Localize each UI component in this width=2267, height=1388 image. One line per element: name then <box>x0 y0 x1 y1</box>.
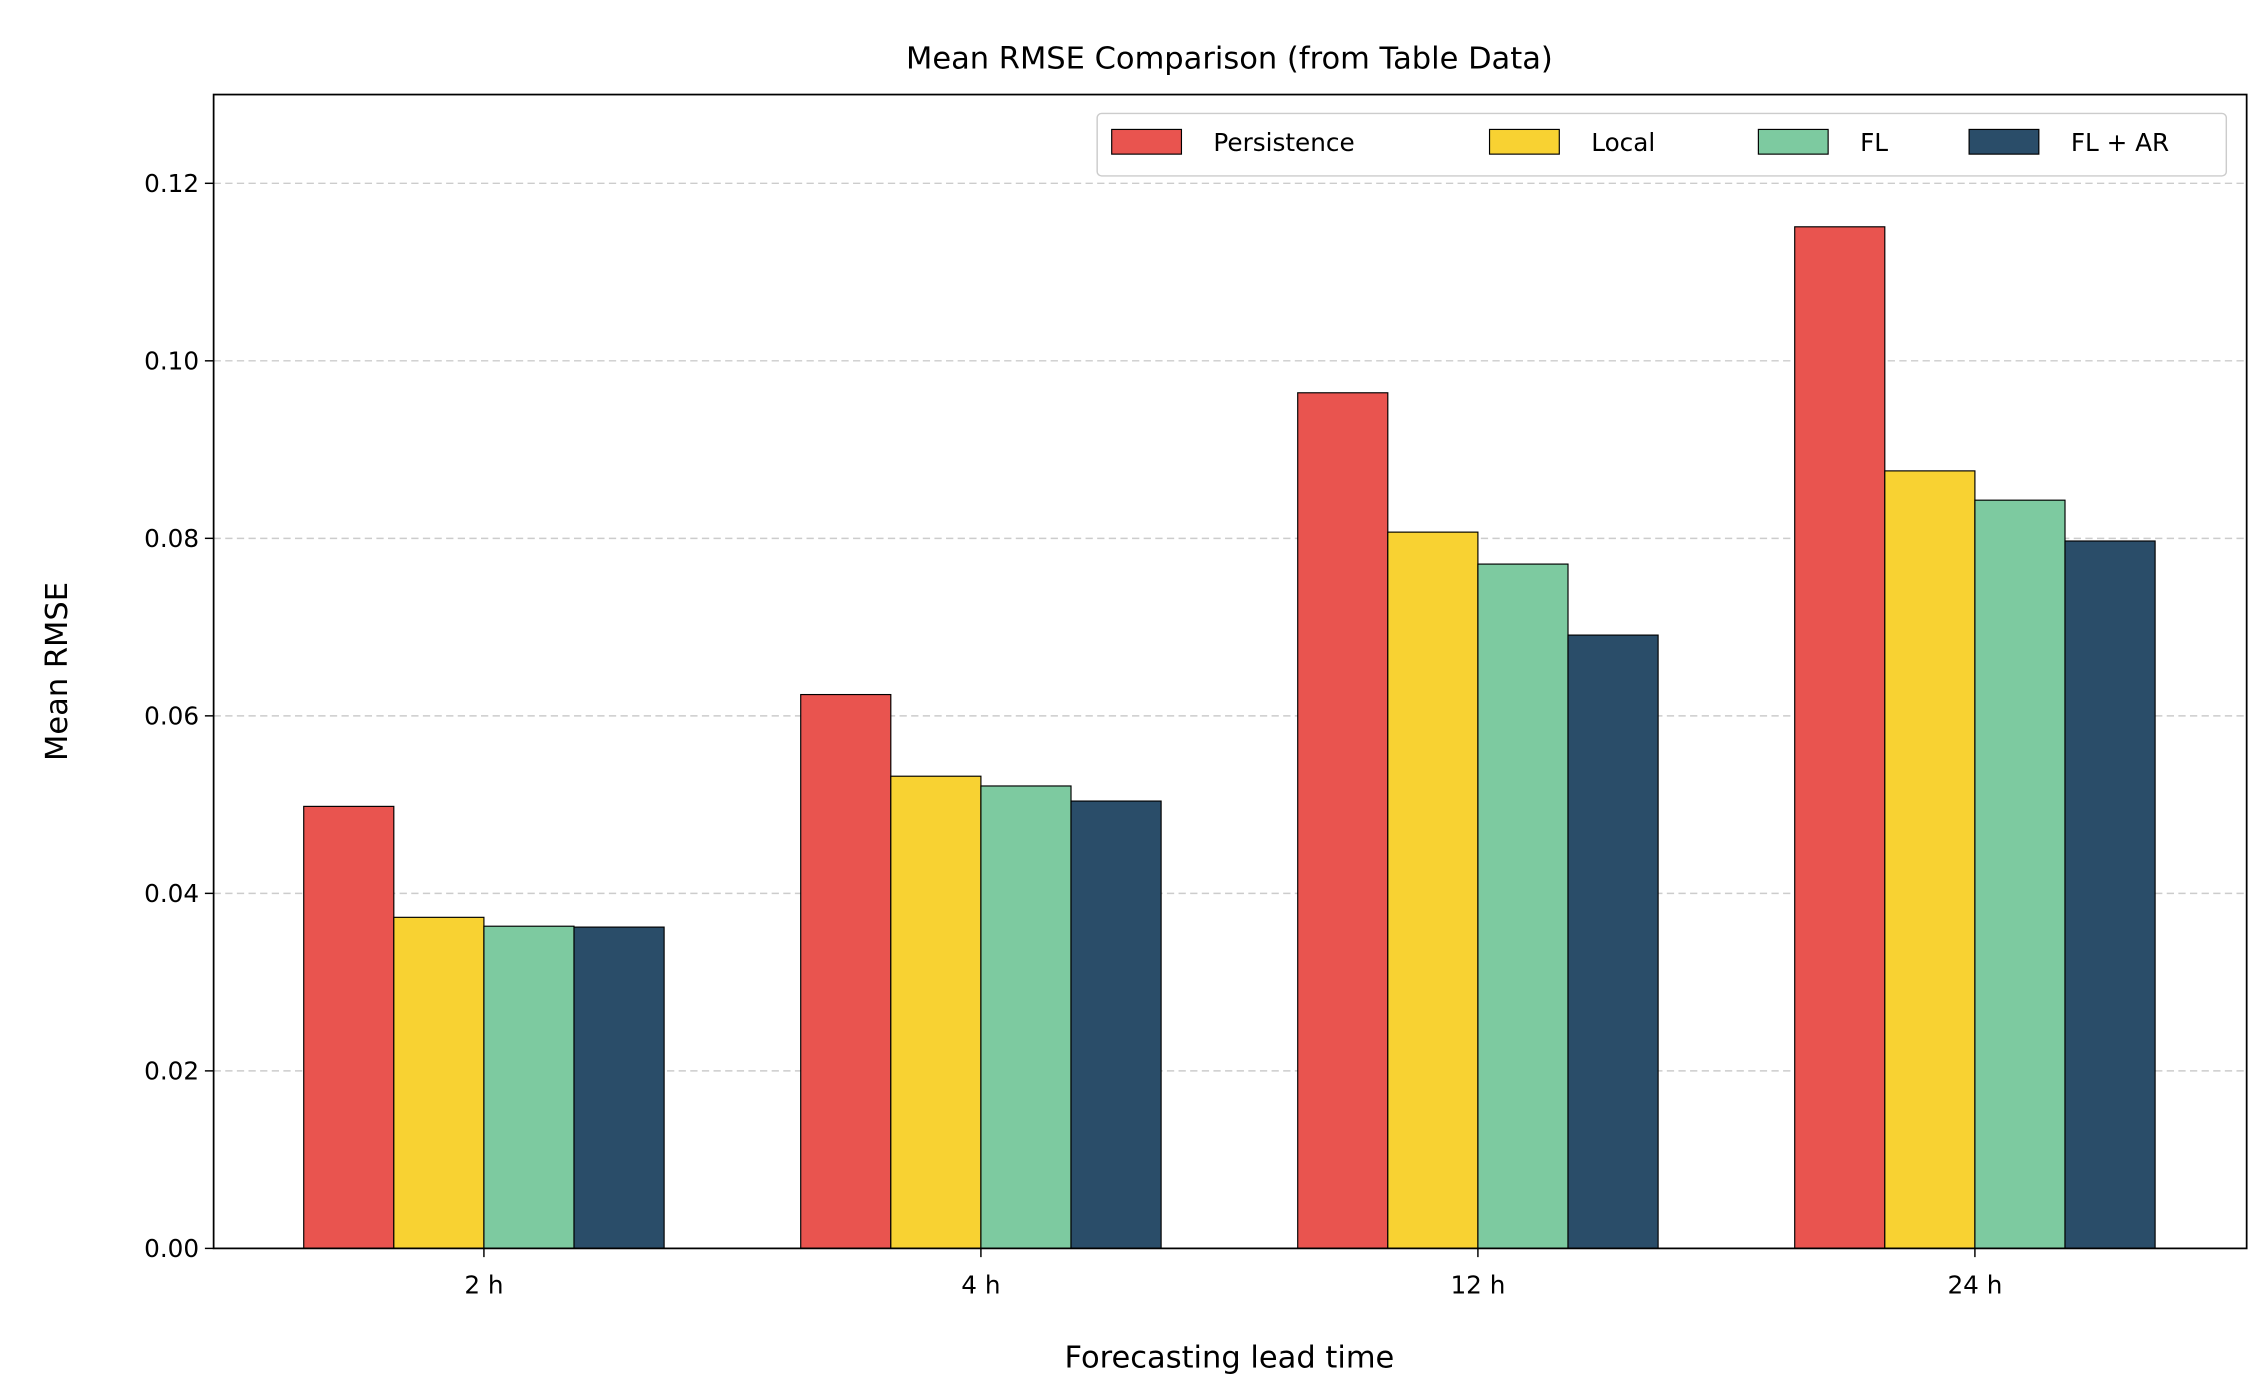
x-axis: 2 h 4 h 12 h 24 h <box>464 1248 2002 1299</box>
bar-persistence-4h <box>800 693 892 1249</box>
bar-persistence-24h <box>1794 226 1886 1249</box>
bar-fl-2h <box>483 925 575 1249</box>
y-tick-label: 0.02 <box>144 1057 199 1086</box>
bar-fl-ar-24h <box>2064 540 2156 1249</box>
bar-local-24h <box>1884 470 1976 1249</box>
legend-frame <box>1096 112 2228 177</box>
bar-fl-ar-12h <box>1567 634 1659 1249</box>
x-tick-label: 2 h <box>464 1270 503 1299</box>
bar-local-12h <box>1387 531 1479 1249</box>
bar-persistence-2h <box>303 805 395 1249</box>
bar-fl-ar-2h <box>573 926 665 1249</box>
y-axis-label: Mean RMSE <box>40 582 75 761</box>
plot-frame <box>212 93 2248 1250</box>
y-tick-label: 0.04 <box>144 879 199 908</box>
legend-label: FL <box>1860 128 1888 157</box>
x-tick-label: 4 h <box>961 1270 1000 1299</box>
x-tick-label: 12 h <box>1450 1270 1505 1299</box>
legend-swatch <box>1968 128 2040 155</box>
legend-label: Local <box>1591 128 1655 157</box>
x-tick-label: 24 h <box>1947 1270 2002 1299</box>
legend-label: FL + AR <box>2071 128 2169 157</box>
x-axis-label: Forecasting lead time <box>1065 1341 1395 1376</box>
chart-title: Mean RMSE Comparison (from Table Data) <box>906 41 1553 76</box>
bars <box>303 226 2156 1249</box>
bar-local-2h <box>393 916 485 1249</box>
y-axis: 0.00 0.02 0.04 0.06 0.08 0.10 0.12 <box>144 169 214 1263</box>
y-tick-label: 0.10 <box>144 347 199 376</box>
bar-persistence-12h <box>1297 392 1389 1249</box>
grid <box>213 182 2247 1072</box>
bar-local-4h <box>890 775 982 1249</box>
legend-swatch <box>1111 128 1183 155</box>
y-tick-label: 0.06 <box>144 702 199 731</box>
y-tick-label: 0.00 <box>144 1234 199 1263</box>
y-tick-label: 0.12 <box>144 169 199 198</box>
legend-swatch <box>1488 128 1560 155</box>
bar-fl-ar-4h <box>1070 800 1162 1249</box>
bar-fl-24h <box>1974 499 2066 1249</box>
y-tick-label: 0.08 <box>144 524 199 553</box>
legend-swatch <box>1757 128 1829 155</box>
legend-label: Persistence <box>1213 128 1354 157</box>
bar-fl-4h <box>980 785 1072 1249</box>
bar-fl-12h <box>1477 563 1569 1249</box>
legend: Persistence Local FL FL + AR <box>1096 112 2228 177</box>
